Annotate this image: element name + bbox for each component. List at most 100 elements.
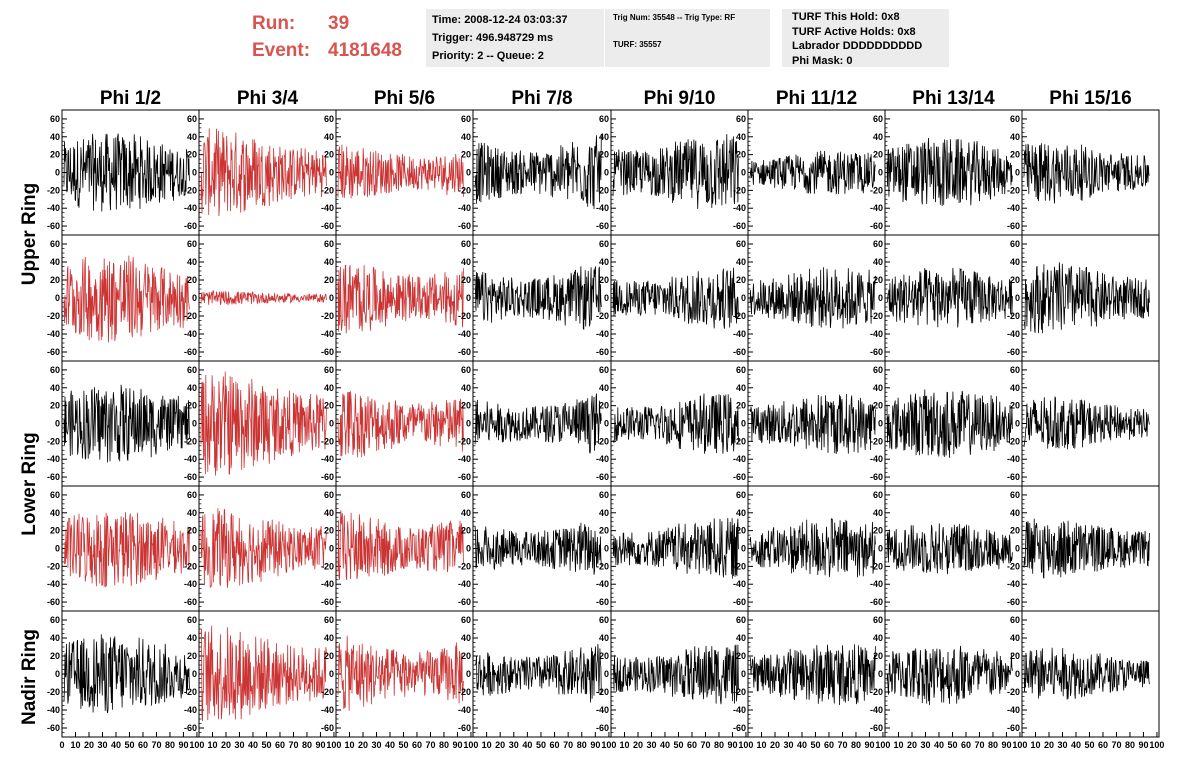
y-tick-label: -20 [596,311,609,321]
y-tick-label: 40 [873,383,883,393]
waveform-trace [749,393,876,455]
x-tick-label: 20 [907,740,917,750]
waveform-trace [474,266,602,331]
y-tick-label: 40 [1010,508,1020,518]
waveform-trace [749,267,876,329]
y-tick-label: 60 [736,114,746,124]
y-tick-label: 40 [736,257,746,267]
y-tick-label: -20 [458,311,471,321]
x-tick-label: 40 [248,740,258,750]
y-tick-label: -60 [458,347,471,357]
y-tick-label: 0 [192,419,197,429]
y-tick-label: -20 [596,185,609,195]
y-tick-label: -40 [458,329,471,339]
y-tick-label: 20 [873,275,883,285]
x-tick-label: 50 [261,740,271,750]
y-tick-label: 60 [736,365,746,375]
waveform-trace [749,517,876,578]
x-tick-label: 60 [961,740,971,750]
y-tick-label: -60 [733,347,746,357]
y-tick-label: 40 [461,257,471,267]
y-tick-label: 20 [187,150,197,160]
y-tick-label: 60 [1010,490,1020,500]
y-tick-label: -20 [733,687,746,697]
x-tick-label: 10 [207,740,217,750]
y-tick-label: 20 [1010,150,1020,160]
y-tick-label: -20 [596,561,609,571]
y-tick-label: 20 [1010,401,1020,411]
y-tick-label: -20 [184,185,197,195]
y-tick-label: -20 [47,687,60,697]
y-tick-label: -20 [870,185,883,195]
y-tick-label: 0 [604,293,609,303]
col-header-1: Phi 1/2 [99,88,162,109]
y-tick-label: 60 [50,365,60,375]
y-tick-label: -40 [596,705,609,715]
y-tick-label: 40 [324,257,334,267]
y-tick-label: -40 [733,705,746,715]
x-tick-label: 30 [509,740,519,750]
y-tick-label: -20 [1007,687,1020,697]
y-tick-label: -40 [47,705,60,715]
y-tick-label: 0 [55,669,60,679]
y-tick-label: 60 [187,365,197,375]
x-tick-label: 100 [463,740,478,750]
y-tick-label: -40 [321,454,334,464]
y-tick-label: -60 [1007,221,1020,231]
y-tick-label: 60 [324,239,334,249]
col-header-6: Phi 11/12 [775,88,858,109]
x-tick-label: 90 [727,740,737,750]
col-header-3: Phi 5/6 [373,88,436,109]
y-tick-label: 40 [1010,633,1020,643]
waveform-trace [749,644,876,706]
y-tick-label: -60 [870,221,883,231]
y-tick-label: 40 [461,633,471,643]
y-tick-label: -60 [321,347,334,357]
waveform-trace [612,267,739,329]
y-tick-label: 60 [461,615,471,625]
y-tick-label: 60 [873,615,883,625]
waveform-trace [337,510,464,581]
y-tick-label: 40 [736,383,746,393]
y-tick-label: 60 [461,490,471,500]
y-tick-label: 60 [599,615,609,625]
y-tick-label: -40 [321,203,334,213]
x-tick-label: 80 [714,740,724,750]
x-tick-label: 90 [452,740,462,750]
y-tick-label: -40 [321,329,334,339]
x-tick-label: 80 [988,740,998,750]
run-value: 39 [328,13,350,34]
x-tick-label: 20 [1044,740,1054,750]
y-tick-label: -60 [47,221,60,231]
x-tick-label: 10 [70,740,80,750]
y-tick-label: 20 [736,651,746,661]
waveform-trace [1023,518,1150,579]
x-tick-label: 70 [837,740,847,750]
y-tick-label: 40 [324,508,334,518]
y-tick-label: -20 [321,311,334,321]
y-tick-label: -20 [184,561,197,571]
y-tick-label: -20 [184,311,197,321]
y-tick-label: -20 [47,311,60,321]
time-text: Time: 2008-12-24 03:03:37 [432,14,568,26]
y-tick-label: 0 [878,168,883,178]
y-tick-label: -40 [733,579,746,589]
y-tick-label: 20 [50,401,60,411]
x-tick-label: 10 [893,740,903,750]
y-tick-label: -20 [870,436,883,446]
x-tick-label: 40 [934,740,944,750]
y-tick-label: 20 [50,275,60,285]
y-tick-label: 60 [599,490,609,500]
x-tick-label: 50 [947,740,957,750]
x-tick-label: 80 [851,740,861,750]
y-tick-label: -40 [733,329,746,339]
y-tick-label: 20 [873,150,883,160]
y-tick-label: 20 [324,401,334,411]
y-tick-label: 60 [1010,114,1020,124]
y-tick-label: -40 [47,329,60,339]
waveform-trace [200,128,327,217]
y-tick-label: -60 [596,597,609,607]
y-tick-label: 60 [187,490,197,500]
y-tick-label: -60 [47,723,60,733]
y-tick-label: 60 [324,114,334,124]
